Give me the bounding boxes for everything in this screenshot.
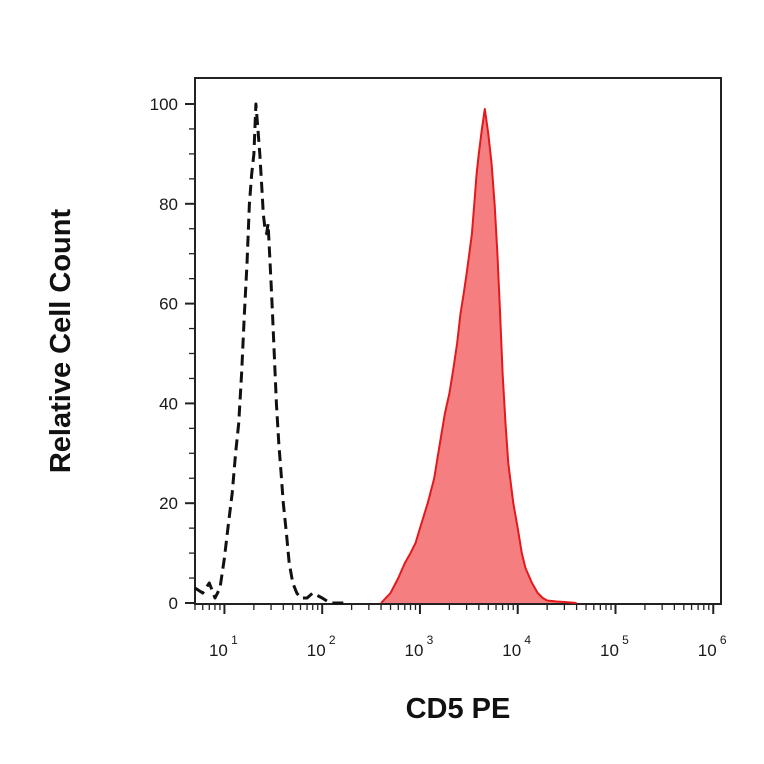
x-tick-exponent: 6 xyxy=(720,633,727,647)
x-tick-label: 10 xyxy=(698,641,717,660)
series-fill-1 xyxy=(381,109,577,603)
series-layer xyxy=(194,102,577,605)
x-tick-label: 10 xyxy=(307,641,326,660)
y-tick-label: 100 xyxy=(150,95,178,114)
x-tick-exponent: 5 xyxy=(622,633,629,647)
y-tick-label: 40 xyxy=(159,394,178,413)
y-tick-label: 60 xyxy=(159,295,178,314)
x-tick-exponent: 3 xyxy=(427,633,434,647)
y-axis: 0 20 40 60 80 100 xyxy=(150,95,195,613)
x-tick-label: 10 xyxy=(600,641,619,660)
y-axis-title: Relative Cell Count xyxy=(45,209,77,474)
y-tick-label: 0 xyxy=(169,594,178,613)
y-tick-label: 80 xyxy=(159,195,178,214)
x-tick-exponent: 2 xyxy=(329,633,336,647)
x-tick-label: 10 xyxy=(502,641,521,660)
series-line-1 xyxy=(380,108,577,604)
x-tick-exponent: 1 xyxy=(231,633,238,647)
x-tick-label: 10 xyxy=(209,641,228,660)
plot-frame xyxy=(194,77,722,605)
x-axis-title: CD5 PE xyxy=(406,693,511,725)
y-tick-label: 20 xyxy=(159,494,178,513)
x-tick-label: 10 xyxy=(405,641,424,660)
x-tick-exponent: 4 xyxy=(524,633,531,647)
series-line-0 xyxy=(194,102,345,605)
